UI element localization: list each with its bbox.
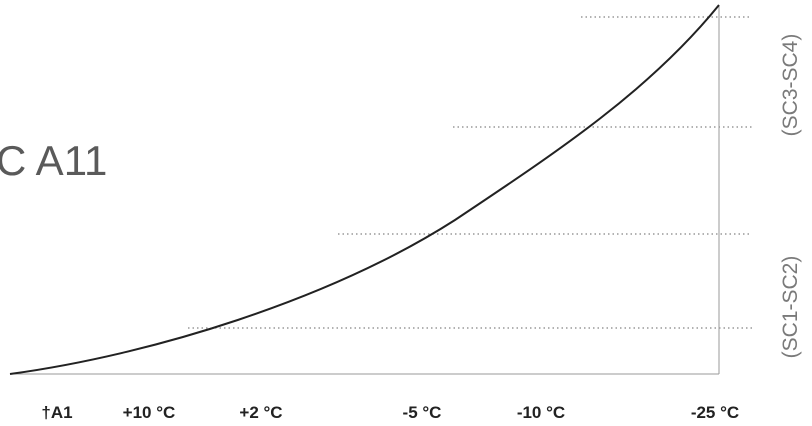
temp-label-minus-25: -25 °C <box>691 403 739 422</box>
temp-label-minus-10: -10 °C <box>517 403 565 422</box>
temp-label-a1: †A1 <box>41 403 72 422</box>
rising-curve <box>9 4 720 375</box>
range-label-lower: (SC1-SC2) <box>779 256 802 359</box>
temp-label-plus-2: +2 °C <box>239 403 282 422</box>
range-label-upper: (SC3-SC4) <box>779 34 802 137</box>
class-label: C A11 <box>0 137 107 184</box>
temp-label-minus-5: -5 °C <box>403 403 442 422</box>
temp-label-plus-10: +10 °C <box>123 403 176 422</box>
